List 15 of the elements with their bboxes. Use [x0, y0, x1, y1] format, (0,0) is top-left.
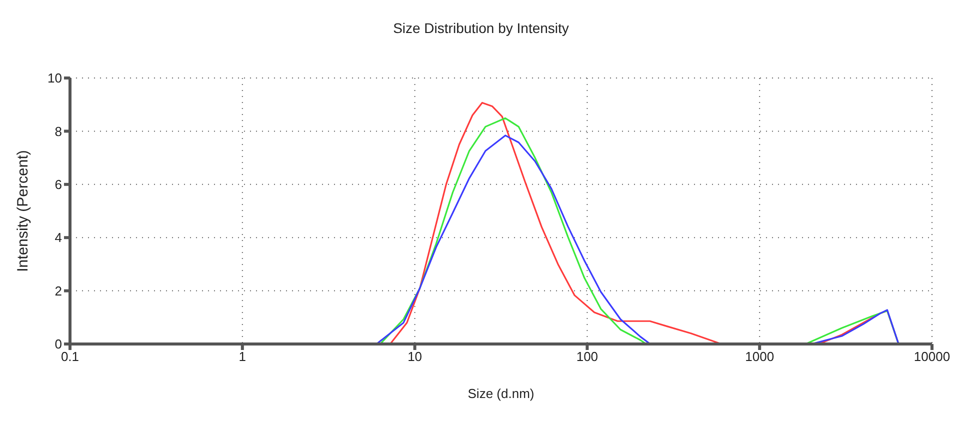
- x-tick-label: 10: [408, 349, 422, 364]
- y-tick-label: 6: [54, 177, 62, 192]
- y-tick-label: 0: [54, 336, 62, 352]
- x-tick-label: 100: [576, 349, 598, 364]
- y-tick-label: 4: [54, 230, 62, 246]
- y-tick-label: 10: [48, 70, 62, 86]
- x-tick-label: 1000: [745, 349, 774, 364]
- y-tick-label: 2: [54, 283, 62, 298]
- y-axis-title: Intensity (Percent): [14, 150, 32, 272]
- x-axis-title: Size (d.nm): [468, 386, 534, 401]
- y-tick-label: 8: [54, 124, 62, 139]
- x-tick-label: 10000: [914, 349, 950, 364]
- x-tick-label: 1: [238, 349, 246, 364]
- chart-title: Size Distribution by Intensity: [392, 20, 570, 36]
- x-tick-label: 0.1: [60, 349, 80, 364]
